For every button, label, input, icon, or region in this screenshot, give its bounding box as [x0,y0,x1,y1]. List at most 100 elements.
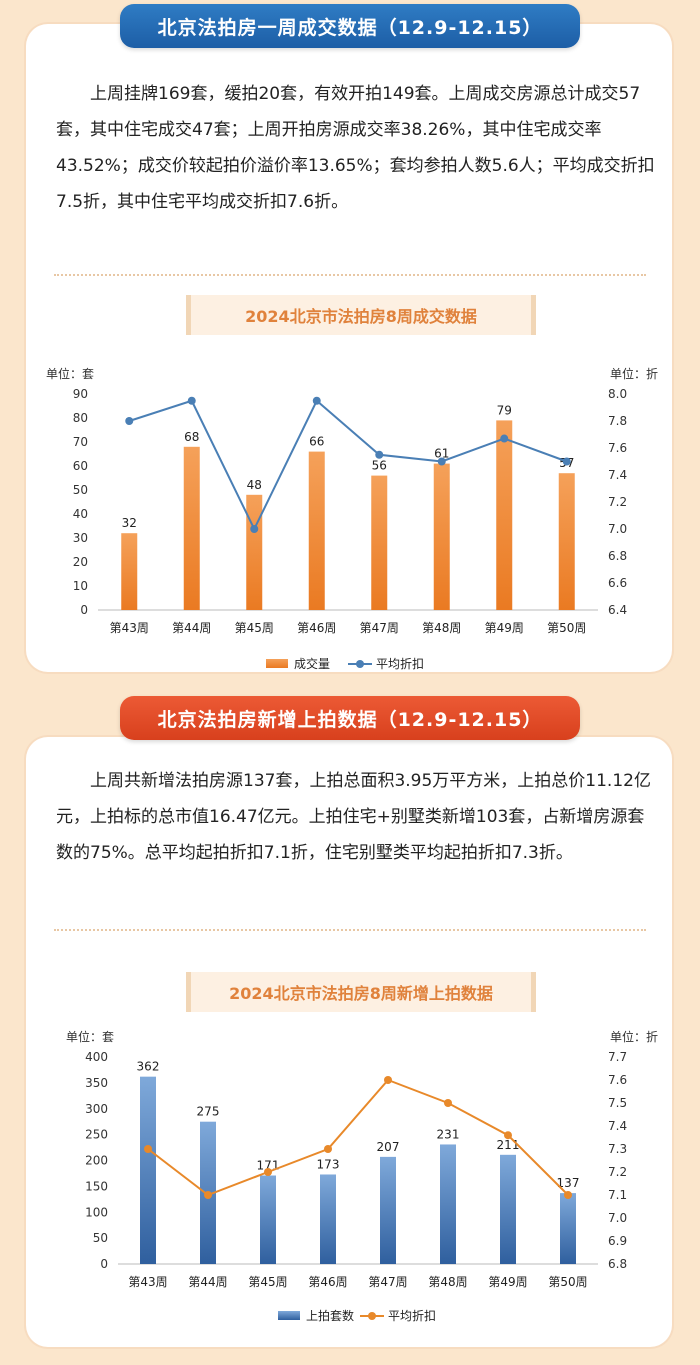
right-tick-label: 6.8 [608,549,627,563]
left-tick-label: 80 [73,411,88,425]
line-point [204,1191,212,1199]
divider [54,929,646,931]
right-tick-label: 7.7 [608,1050,627,1064]
weekly-deal-paragraph: 上周挂牌169套，缓拍20套，有效开拍149套。上周成交房源总计成交57套，其中… [56,84,655,212]
right-tick-label: 7.6 [608,1073,627,1087]
x-tick-label: 第45周 [235,621,274,635]
bar [496,420,513,610]
line-point [562,457,571,466]
bar [246,494,263,610]
right-tick-label: 7.8 [608,414,627,428]
bar [260,1175,276,1264]
line-point [504,1131,512,1140]
right-tick-label: 7.3 [608,1142,627,1156]
bar [500,1154,516,1264]
left-tick-label: 50 [73,483,88,497]
bar [558,473,575,610]
legend-bar-label: 上拍套数 [306,1308,354,1323]
line-point [312,396,321,405]
legend-line-marker [356,660,364,668]
right-unit-label: 单位：折 [610,366,658,381]
x-tick-label: 第46周 [297,621,336,635]
left-tick-label: 200 [85,1154,108,1168]
left-tick-label: 70 [73,435,88,449]
bar-value-label: 66 [309,435,324,449]
x-tick-label: 第48周 [422,621,461,635]
bar [371,475,388,610]
x-tick-label: 第50周 [548,1275,587,1289]
line-point [324,1145,332,1153]
left-tick-label: 50 [93,1231,108,1245]
line-point [125,417,134,425]
bar [308,451,325,610]
bar [380,1156,396,1264]
x-tick-label: 第50周 [547,621,586,635]
section2-banner: 北京法拍房新增上拍数据（12.9-12.15） [120,696,580,740]
bar [440,1144,456,1264]
divider [54,274,646,276]
left-tick-label: 300 [85,1102,108,1116]
left-tick-label: 350 [85,1076,108,1090]
left-tick-label: 90 [73,387,88,401]
bar-value-label: 207 [377,1140,400,1154]
right-unit-label: 单位：折 [610,1029,658,1044]
line-point [444,1099,452,1107]
bar-value-label: 275 [197,1105,220,1119]
left-tick-label: 150 [85,1179,108,1193]
legend-bar-swatch [278,1311,300,1320]
bar-value-label: 362 [137,1060,160,1074]
section1-banner: 北京法拍房一周成交数据（12.9-12.15） [120,4,580,48]
left-tick-label: 0 [80,603,88,617]
right-tick-label: 8.0 [608,387,627,401]
right-tick-label: 6.8 [608,1257,627,1271]
deal-chart: 单位：套 单位：折 0 10 20 30 40 50 60 70 80 90 6.4 6.6 6.8 7.0 7… [46,366,658,671]
x-tick-label: 第44周 [172,621,211,635]
left-tick-label: 250 [85,1128,108,1142]
x-tick-label: 第47周 [368,1275,407,1289]
bar [121,533,138,610]
weekly-deal-card: 上周挂牌169套，缓拍20套，有效开拍149套。上周成交房源总计成交57套，其中… [26,24,672,672]
line-point [187,396,196,405]
right-tick-label: 7.6 [608,441,627,455]
left-tick-label: 0 [100,1257,108,1271]
legend-bar-label: 成交量 [294,656,330,671]
legend-bar-swatch [266,659,288,668]
x-tick-label: 第46周 [308,1275,347,1289]
left-tick-label: 30 [73,531,88,545]
line-point [144,1145,152,1153]
x-tick-label: 第43周 [128,1275,167,1289]
bar-value-label: 56 [372,459,387,473]
left-tick-label: 100 [85,1205,108,1219]
x-tick-label: 第47周 [360,621,399,635]
bar-value-label: 137 [557,1176,580,1190]
legend-line-marker [368,1312,376,1320]
x-tick-label: 第43周 [110,621,149,635]
left-tick-label: 40 [73,507,88,521]
right-tick-label: 6.6 [608,576,627,590]
new-listing-paragraph: 上周共新增法拍房源137套，上拍总面积3.95万平方米，上拍总价11.12亿元，… [56,771,651,863]
bar-value-label: 68 [184,430,199,444]
right-tick-label: 6.4 [608,603,627,617]
bar-value-label: 173 [317,1157,340,1171]
left-tick-label: 20 [73,555,88,569]
bar-value-label: 32 [122,516,137,530]
line-point [375,450,384,459]
x-tick-label: 第45周 [248,1275,287,1289]
line-point [437,457,446,466]
x-tick-label: 第49周 [485,621,524,635]
bar [433,463,450,610]
right-tick-label: 7.0 [608,522,627,536]
bar [320,1174,336,1264]
chart2-title: 2024北京市法拍房8周新增上拍数据 [186,972,536,1012]
line-point [564,1191,572,1199]
bar [183,446,200,610]
line-point [384,1076,392,1084]
right-tick-label: 7.2 [608,495,627,509]
bar [560,1193,576,1264]
right-tick-label: 7.2 [608,1165,627,1179]
line-series [147,1078,569,1197]
x-tick-label: 第49周 [488,1275,527,1289]
bar-value-label: 79 [497,403,512,417]
legend-line-label: 平均折扣 [376,656,424,671]
bar-value-label: 48 [247,478,262,492]
